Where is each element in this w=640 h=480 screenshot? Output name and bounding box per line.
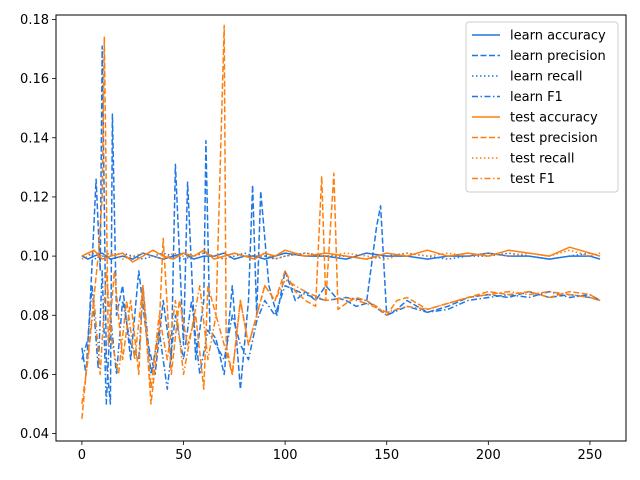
y-tick-label: 0.10 — [20, 250, 49, 265]
series-line-test-recall — [81, 249, 601, 260]
x-tick-label: 50 — [175, 448, 192, 463]
legend-label-test-precision: test precision — [510, 131, 598, 146]
series-layer — [81, 24, 601, 419]
series-line-learn-recall — [81, 252, 601, 260]
legend-box — [465, 21, 619, 193]
x-tick-label: 100 — [273, 448, 298, 463]
plot-frame — [55, 14, 627, 442]
y-tick-label: 0.04 — [20, 427, 49, 442]
series-line-learn-accuracy — [81, 252, 601, 260]
y-axis: 0.04 0.06 0.08 0.10 0.12 0.14 0.16 0.18 — [20, 13, 56, 442]
y-tick-label: 0.18 — [20, 13, 49, 28]
series-line-learn-f1 — [81, 270, 601, 405]
y-tick-label: 0.16 — [20, 72, 49, 87]
y-tick-label: 0.06 — [20, 368, 49, 383]
x-axis: 0 50 100 150 200 250 — [78, 441, 603, 463]
y-tick-label: 0.12 — [20, 190, 49, 205]
legend-label-test-recall: test recall — [510, 152, 575, 167]
series-line-test-accuracy — [81, 246, 601, 263]
series-line-learn-precision — [81, 45, 601, 405]
series-line-test-f1 — [81, 270, 601, 405]
legend-label-learn-f1: learn F1 — [510, 90, 563, 105]
legend-label-learn-accuracy: learn accuracy — [510, 29, 606, 44]
legend-label-test-f1: test F1 — [510, 172, 555, 187]
legend-label-learn-precision: learn precision — [510, 49, 606, 64]
legend: learn accuracy learn precision learn recal… — [465, 21, 619, 193]
legend-label-test-accuracy: test accuracy — [510, 111, 598, 126]
legend-label-learn-recall: learn recall — [510, 70, 582, 85]
x-tick-label: 200 — [476, 448, 501, 463]
x-tick-label: 250 — [578, 448, 603, 463]
x-tick-label: 150 — [374, 448, 399, 463]
y-tick-label: 0.08 — [20, 309, 49, 324]
x-tick-label: 0 — [78, 448, 86, 463]
y-tick-label: 0.14 — [20, 131, 49, 146]
